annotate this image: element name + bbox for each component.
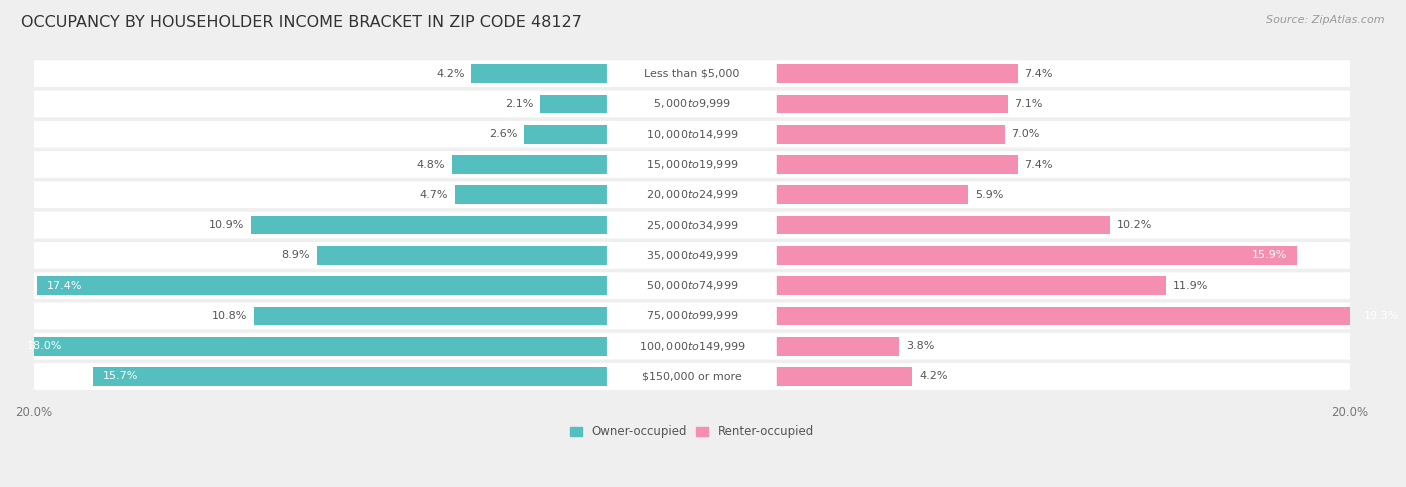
Bar [775,367,912,386]
Text: $75,000 to $99,999: $75,000 to $99,999 [645,309,738,322]
Bar [775,276,1166,295]
Text: 10.2%: 10.2% [1116,220,1152,230]
FancyBboxPatch shape [32,182,1351,208]
Bar [775,125,1004,144]
Text: 2.1%: 2.1% [506,99,534,109]
Text: Less than $5,000: Less than $5,000 [644,69,740,78]
Bar [775,94,1008,113]
Bar [775,246,1298,265]
Text: $150,000 or more: $150,000 or more [643,372,742,381]
Text: 3.8%: 3.8% [905,341,934,351]
Text: 7.0%: 7.0% [1011,129,1039,139]
Text: 15.7%: 15.7% [103,372,138,381]
Text: 19.3%: 19.3% [1364,311,1399,321]
FancyBboxPatch shape [607,213,776,237]
Text: 10.8%: 10.8% [212,311,247,321]
Text: 10.9%: 10.9% [209,220,245,230]
Text: 5.9%: 5.9% [974,190,1004,200]
FancyBboxPatch shape [32,242,1351,269]
FancyBboxPatch shape [607,335,776,358]
Bar [37,276,610,295]
FancyBboxPatch shape [32,212,1351,239]
Text: 4.2%: 4.2% [920,372,948,381]
FancyBboxPatch shape [32,121,1351,148]
Bar [524,125,610,144]
Bar [540,94,610,113]
Text: 4.2%: 4.2% [436,69,465,78]
FancyBboxPatch shape [607,153,776,176]
FancyBboxPatch shape [607,122,776,146]
Text: 7.4%: 7.4% [1025,160,1053,169]
Bar [775,216,1109,234]
Text: $5,000 to $9,999: $5,000 to $9,999 [652,97,731,111]
Text: 7.1%: 7.1% [1014,99,1043,109]
FancyBboxPatch shape [32,272,1351,299]
Text: 8.9%: 8.9% [281,250,311,261]
Text: 7.4%: 7.4% [1025,69,1053,78]
Bar [250,216,610,234]
FancyBboxPatch shape [32,302,1351,329]
Bar [456,186,610,204]
FancyBboxPatch shape [32,151,1351,178]
Text: $10,000 to $14,999: $10,000 to $14,999 [645,128,738,141]
Bar [775,337,900,356]
Text: 11.9%: 11.9% [1173,281,1208,291]
Bar [316,246,610,265]
FancyBboxPatch shape [32,363,1351,390]
Text: 17.4%: 17.4% [46,281,82,291]
Bar [775,186,969,204]
Text: $35,000 to $49,999: $35,000 to $49,999 [645,249,738,262]
FancyBboxPatch shape [32,333,1351,359]
FancyBboxPatch shape [32,91,1351,117]
FancyBboxPatch shape [607,92,776,116]
Legend: Owner-occupied, Renter-occupied: Owner-occupied, Renter-occupied [569,425,814,438]
Bar [451,155,610,174]
Text: Source: ZipAtlas.com: Source: ZipAtlas.com [1267,15,1385,25]
Bar [775,306,1406,325]
Bar [471,64,610,83]
FancyBboxPatch shape [607,244,776,267]
Text: 2.6%: 2.6% [489,129,517,139]
Text: $20,000 to $24,999: $20,000 to $24,999 [645,188,738,201]
FancyBboxPatch shape [607,183,776,206]
FancyBboxPatch shape [607,304,776,328]
FancyBboxPatch shape [32,60,1351,87]
Bar [17,337,610,356]
FancyBboxPatch shape [607,62,776,85]
Bar [775,64,1018,83]
Text: OCCUPANCY BY HOUSEHOLDER INCOME BRACKET IN ZIP CODE 48127: OCCUPANCY BY HOUSEHOLDER INCOME BRACKET … [21,15,582,30]
Bar [254,306,610,325]
FancyBboxPatch shape [607,274,776,298]
Bar [775,155,1018,174]
FancyBboxPatch shape [607,365,776,388]
Text: $50,000 to $74,999: $50,000 to $74,999 [645,279,738,292]
Text: $25,000 to $34,999: $25,000 to $34,999 [645,219,738,232]
Text: $15,000 to $19,999: $15,000 to $19,999 [645,158,738,171]
Text: 15.9%: 15.9% [1253,250,1288,261]
Text: $100,000 to $149,999: $100,000 to $149,999 [638,340,745,353]
Text: 4.7%: 4.7% [420,190,449,200]
Text: 4.8%: 4.8% [416,160,444,169]
Bar [93,367,610,386]
Text: 18.0%: 18.0% [27,341,62,351]
